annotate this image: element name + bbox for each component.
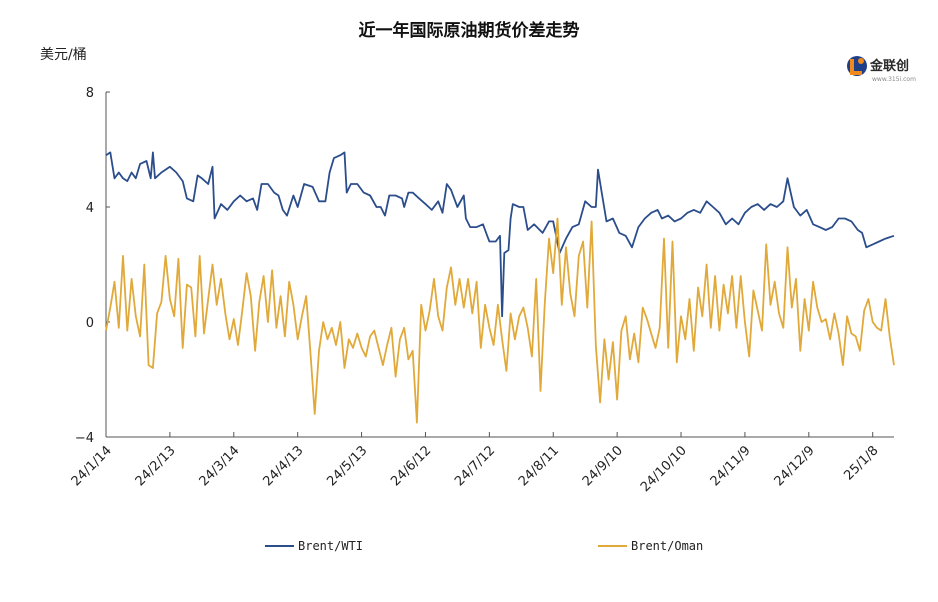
x-tick-label: 24/8/11 <box>516 443 562 489</box>
logo-text: 金联创 <box>870 59 910 74</box>
x-tick-label: 24/3/14 <box>197 443 243 489</box>
legend-label: Brent/Oman <box>631 539 703 553</box>
y-tick-label: 8 <box>86 86 94 101</box>
x-tick-label: 24/4/13 <box>260 443 306 489</box>
chart-title: 近一年国际原油期货价差走势 <box>358 21 580 41</box>
x-tick-label: 24/5/13 <box>324 443 370 489</box>
series-line-brent-oman <box>105 217 895 424</box>
legend-label: Brent/WTI <box>298 539 363 553</box>
series-layer <box>105 151 895 424</box>
x-tick-label: 24/2/13 <box>133 443 179 489</box>
x-tick-label: 24/1/14 <box>69 443 115 489</box>
x-tick-label: 24/11/9 <box>708 443 754 489</box>
legend: Brent/WTI Brent/Oman <box>265 539 703 553</box>
y-tick-label: 4 <box>86 201 94 216</box>
x-tick-label: 24/10/10 <box>638 443 690 495</box>
x-tick-label: 24/9/10 <box>580 443 626 489</box>
x-tick-label: 24/12/9 <box>772 443 818 489</box>
y-tick-label: −4 <box>75 431 94 446</box>
y-tick-label: 0 <box>86 316 94 331</box>
logo-mark-icon <box>847 56 867 76</box>
series-line-brent-wti <box>105 151 895 318</box>
x-tick-label: 24/7/12 <box>452 443 498 489</box>
x-tick-label: 25/1/8 <box>841 443 881 483</box>
y-axis-unit-label: 美元/桶 <box>40 47 87 63</box>
x-tick-label: 24/6/12 <box>388 443 434 489</box>
logo-url: www.315i.com <box>872 76 916 83</box>
brand-logo: 金联创 www.315i.com <box>844 52 924 88</box>
